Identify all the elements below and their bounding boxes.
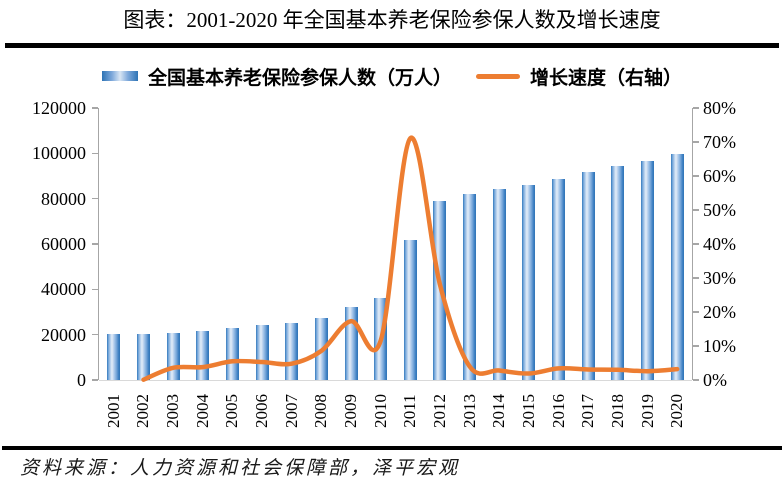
left-axis-tick: [92, 152, 98, 155]
top-divider: [5, 43, 779, 48]
x-axis-label: 2003: [163, 394, 183, 428]
bar-2016: [552, 178, 566, 380]
left-value-axis-line: [97, 108, 99, 380]
line-series-label: 增长速度（右轴）: [530, 67, 683, 89]
bar-2018: [611, 166, 625, 380]
bar-series-label: 全国基本养老保险参保人数（万人）: [147, 67, 452, 89]
x-axis-label: 2020: [667, 394, 687, 428]
x-axis-label: 2011: [400, 394, 420, 428]
x-axis-label: 2002: [133, 394, 153, 428]
bar-2019: [641, 160, 655, 380]
right-axis-tick-label: 50%: [703, 200, 736, 220]
left-axis-tick: [92, 107, 98, 109]
bar-2011: [403, 240, 417, 380]
x-axis-label: 2009: [341, 394, 361, 428]
right-axis-tick: [693, 107, 699, 109]
bar-2017: [581, 172, 595, 380]
right-axis-tick-label: 10%: [703, 336, 736, 356]
right-axis-tick-label: 80%: [703, 98, 736, 118]
right-axis-tick-label: 40%: [703, 234, 736, 254]
left-axis-tick-label: 20000: [41, 324, 86, 345]
x-axis-label: 2004: [192, 394, 212, 428]
right-axis-tick: [693, 175, 699, 177]
bar-2006: [255, 325, 269, 380]
left-axis-tick: [92, 333, 98, 336]
left-axis-tick-label: 0: [77, 370, 86, 390]
x-axis-label: 2007: [281, 394, 301, 428]
bar-2004: [196, 330, 210, 380]
source-note: 资料来源：人力资源和社会保障部，泽平宏观: [20, 458, 461, 479]
x-axis-label: 2018: [607, 394, 627, 428]
right-axis-tick: [693, 209, 699, 211]
x-axis-label: 2019: [637, 394, 657, 428]
line-series-swatch: [476, 73, 520, 79]
right-axis-tick-label: 60%: [703, 166, 736, 186]
bar-2008: [314, 317, 328, 380]
left-axis-tick-label: 40000: [41, 279, 86, 300]
left-axis-tick: [92, 243, 98, 245]
x-axis-label: 2001: [103, 394, 123, 428]
right-axis-tick: [693, 311, 699, 313]
right-axis-tick-label: 70%: [703, 132, 736, 152]
x-axis-label: 2015: [518, 394, 538, 428]
x-axis-label: 2010: [370, 394, 390, 428]
bar-2009: [344, 306, 358, 380]
left-axis-tick: [92, 379, 98, 381]
right-axis-tick-label: 20%: [703, 302, 736, 322]
left-axis-tick: [92, 288, 98, 291]
bar-2010: [374, 298, 388, 380]
bar-2005: [225, 328, 239, 380]
bar-2015: [522, 185, 536, 380]
left-axis-tick-label: 80000: [41, 188, 86, 209]
x-axis-label: 2012: [429, 394, 449, 428]
left-axis-tick-label: 60000: [41, 234, 86, 254]
bar-2014: [492, 189, 506, 380]
left-axis-tick: [92, 197, 98, 200]
bar-2020: [670, 153, 684, 380]
x-axis-label: 2013: [459, 394, 479, 428]
bar-2013: [463, 194, 477, 380]
bottom-divider: [2, 446, 782, 450]
bar-2003: [166, 332, 180, 380]
x-axis-label: 2017: [578, 394, 598, 428]
figure-title: 图表：2001-2020 年全国基本养老保险参保人数及增长速度: [123, 8, 661, 32]
right-axis-tick: [693, 379, 699, 381]
bar-2012: [433, 201, 447, 380]
bar-2001: [107, 334, 121, 380]
right-axis-tick-label: 30%: [703, 268, 736, 288]
x-axis-label: 2008: [311, 394, 331, 428]
x-axis-label: 2005: [222, 394, 242, 428]
x-axis-label: 2006: [252, 394, 272, 428]
x-axis-line: [99, 379, 692, 381]
right-axis-tick: [693, 243, 699, 245]
bar-2002: [136, 334, 150, 380]
right-axis-tick: [693, 141, 699, 143]
right-value-axis-line: [691, 108, 693, 380]
bar-series-swatch: [101, 71, 138, 81]
chart-legend: 全国基本养老保险参保人数（万人） 增长速度（右轴）: [0, 62, 784, 90]
right-axis-tick: [693, 345, 699, 347]
x-axis-label: 2016: [548, 394, 568, 428]
left-axis-tick-label: 100000: [32, 143, 86, 164]
right-axis-tick: [693, 277, 699, 279]
right-axis-tick-label: 0%: [703, 370, 727, 390]
bar-2007: [285, 322, 299, 380]
x-axis-label: 2014: [489, 394, 509, 428]
left-axis-tick-label: 120000: [32, 98, 86, 118]
